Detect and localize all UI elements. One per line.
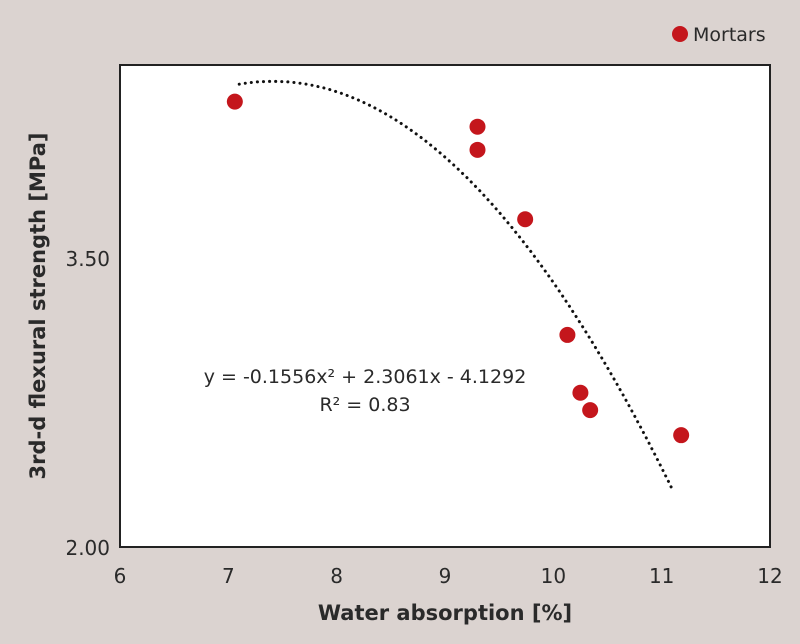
x-tick-label: 9 — [439, 564, 452, 588]
trendline-equation: y = -0.1556x² + 2.3061x - 4.1292 — [204, 366, 527, 388]
data-point — [559, 326, 576, 343]
x-tick-label: 7 — [222, 564, 235, 588]
x-tick-label: 8 — [330, 564, 343, 588]
x-axis-label: Water absorption [%] — [318, 601, 572, 625]
data-point — [572, 384, 589, 401]
data-point — [673, 427, 690, 444]
data-point — [226, 93, 243, 110]
x-tick-label: 11 — [649, 564, 674, 588]
legend-label: Mortars — [693, 24, 766, 46]
plot-area — [119, 64, 771, 548]
data-point — [517, 211, 534, 228]
r-squared-label: R² = 0.83 — [319, 394, 410, 416]
data-point — [582, 402, 599, 419]
legend-marker — [672, 26, 688, 42]
y-axis-label: 3rd-d flexural strength [MPa] — [26, 133, 50, 480]
trendline — [237, 79, 674, 492]
y-tick-label: 2.00 — [65, 536, 110, 560]
x-tick-label: 6 — [114, 564, 127, 588]
data-point — [469, 118, 486, 135]
x-tick-label: 10 — [541, 564, 566, 588]
x-tick-label: 12 — [757, 564, 782, 588]
data-point — [469, 141, 486, 158]
y-tick-label: 3.50 — [65, 247, 110, 271]
